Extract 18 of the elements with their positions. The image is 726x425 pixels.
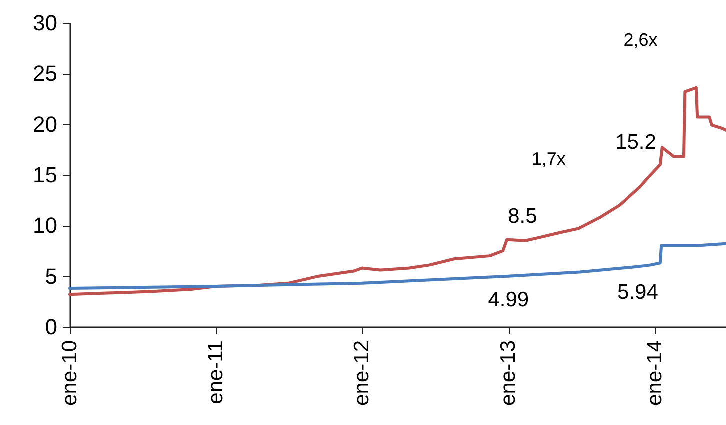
annotation: 4.99 — [488, 288, 530, 312]
x-tick-label: ene-10 — [58, 340, 82, 406]
y-tick-label: 15 — [33, 162, 58, 188]
y-tick-label: 5 — [45, 264, 58, 289]
x-tick-label: ene-11 — [204, 340, 228, 404]
annotation: 5.94 — [618, 280, 659, 304]
y-tick-label: 20 — [33, 112, 58, 137]
y-tick-label: 10 — [33, 213, 58, 238]
annotation: 8.5 — [508, 204, 538, 228]
y-tick-label: 30 — [33, 10, 58, 36]
annotation: 1,7x — [532, 148, 566, 169]
x-tick-label: ene-12 — [350, 340, 374, 406]
y-tick-label: 0 — [45, 314, 58, 340]
y-tick-label: 25 — [33, 61, 58, 86]
x-tick-label: ene-13 — [497, 340, 520, 406]
annotation: 15.2 — [616, 130, 656, 154]
x-tick-label: ene-14 — [643, 340, 666, 406]
annotation: 2,6x — [624, 30, 658, 50]
